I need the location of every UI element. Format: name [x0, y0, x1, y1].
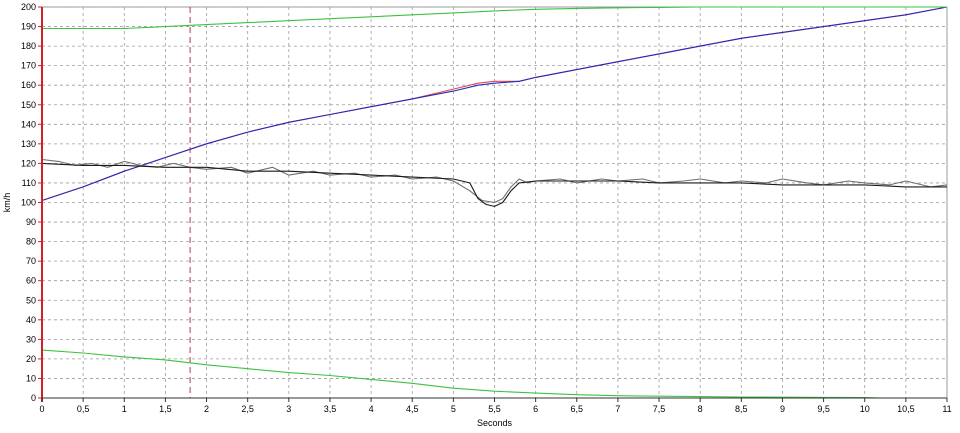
y-tick-label: 150	[21, 100, 36, 110]
x-axis-title: Seconds	[477, 418, 513, 428]
x-tick-label: 4	[369, 404, 374, 414]
y-tick-label: 60	[26, 276, 36, 286]
y-axis-title: km/h	[2, 193, 12, 213]
y-tick-label: 30	[26, 334, 36, 344]
y-tick-label: 180	[21, 41, 36, 51]
x-tick-label: 5,5	[488, 404, 501, 414]
x-tick-label: 10	[860, 404, 870, 414]
x-tick-label: 8,5	[735, 404, 748, 414]
y-tick-label: 50	[26, 295, 36, 305]
x-tick-label: 11	[942, 404, 951, 414]
y-tick-label: 170	[21, 61, 36, 71]
y-tick-label: 80	[26, 237, 36, 247]
x-tick-label: 6	[533, 404, 538, 414]
x-tick-label: 2	[204, 404, 209, 414]
x-tick-label: 1	[122, 404, 127, 414]
x-tick-label: 1,5	[159, 404, 172, 414]
x-tick-label: 9,5	[817, 404, 830, 414]
x-tick-label: 7	[615, 404, 620, 414]
series-line-3	[41, 158, 948, 204]
x-tick-label: 10,5	[897, 404, 915, 414]
y-tick-label: 10	[26, 373, 36, 383]
x-tick-label: 6,5	[571, 404, 584, 414]
y-tick-label: 40	[26, 315, 36, 325]
x-tick-label: 0,5	[77, 404, 90, 414]
x-tick-label: 4,5	[406, 404, 419, 414]
y-tick-label: 130	[21, 139, 36, 149]
series-line-4	[41, 162, 947, 207]
axes	[38, 6, 948, 402]
x-tick-label: 0	[39, 404, 44, 414]
y-tick-label: 100	[21, 198, 36, 208]
x-tick-label: 9	[780, 404, 785, 414]
y-tick-label: 70	[26, 256, 36, 266]
y-tick-label: 160	[21, 80, 36, 90]
x-tick-label: 5	[451, 404, 456, 414]
series-line-2	[41, 6, 948, 202]
series-group	[41, 6, 948, 399]
x-tick-label: 3	[286, 404, 291, 414]
y-tick-label: 200	[21, 2, 36, 12]
series-line-5	[42, 6, 947, 30]
y-tick-label: 140	[21, 119, 36, 129]
y-tick-label: 90	[26, 217, 36, 227]
x-tick-label: 3,5	[324, 404, 337, 414]
grid	[41, 6, 948, 399]
y-tick-label: 190	[21, 22, 36, 32]
y-tick-label: 110	[22, 178, 36, 188]
y-tick-label: 0	[31, 393, 36, 403]
y-tick-label: 20	[26, 354, 36, 364]
x-tick-label: 2,5	[241, 404, 254, 414]
y-tick-label: 120	[21, 158, 36, 168]
series-line-6	[41, 349, 882, 399]
x-tick-label: 7,5	[653, 404, 666, 414]
tick-labels: 0102030405060708090100110120130140150160…	[21, 2, 952, 414]
x-tick-label: 8	[698, 404, 703, 414]
